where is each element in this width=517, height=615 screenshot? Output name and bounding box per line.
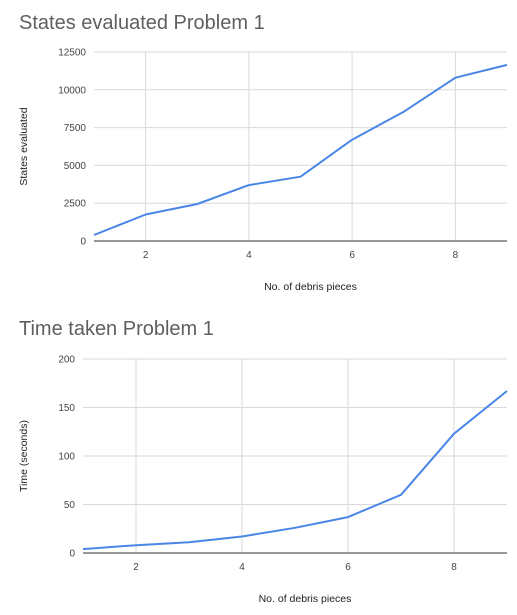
y-tick-label: 50 [64, 500, 76, 511]
x-tick-label: 4 [246, 250, 252, 261]
y-tick-label: 200 [58, 355, 75, 366]
y-tick-label: 150 [58, 403, 75, 414]
series-line [82, 390, 508, 551]
x-axis-title: No. of debris pieces [259, 593, 352, 605]
y-tick-label: 12500 [58, 48, 86, 59]
x-axis-title: No. of debris pieces [264, 281, 357, 293]
chart-time-taken: Time taken Problem 1 0 50 100 150 200 2 4 6 8 No.… [0, 306, 517, 615]
x-tick-label: 2 [143, 250, 149, 261]
series-line [93, 63, 508, 236]
y-tick-label: 2500 [64, 199, 87, 210]
y-tick-label: 10000 [58, 85, 86, 96]
y-tick-label: 0 [69, 549, 75, 560]
chart-plot-area: 0 50 100 150 200 2 4 6 8 No. of debris pieces Time… [18, 355, 508, 605]
y-axis-title: States evaluated [18, 107, 30, 185]
y-tick-label: 100 [58, 452, 75, 463]
chart-title: States evaluated Problem 1 [19, 12, 265, 34]
y-tick-label: 5000 [64, 161, 87, 172]
y-tick-label: 0 [80, 237, 86, 248]
x-tick-label: 6 [349, 250, 355, 261]
x-tick-label: 8 [451, 562, 457, 573]
x-tick-label: 8 [453, 250, 459, 261]
chart-states-evaluated: States evaluated Problem 1 0 2500 5000 7500… [0, 0, 517, 300]
y-tick-label: 7500 [64, 123, 87, 134]
chart-title: Time taken Problem 1 [19, 318, 214, 340]
x-tick-label: 2 [133, 562, 139, 573]
chart-plot-area: 0 2500 5000 7500 10000 12500 2 4 6 8 No. of debris… [18, 48, 508, 293]
x-tick-label: 6 [345, 562, 351, 573]
y-axis-title: Time (seconds) [18, 420, 30, 492]
x-tick-label: 4 [239, 562, 245, 573]
